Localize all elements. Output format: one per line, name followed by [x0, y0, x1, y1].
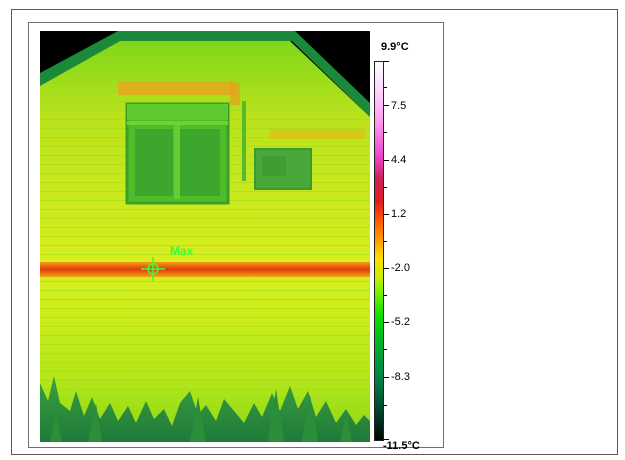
scale-tick: [384, 105, 389, 106]
scale-tick: [384, 87, 387, 88]
thermal-report-frame: Max 9.9°C 7.5 4.4 1.2 -2.0 -5.2 -8.3 -11…: [11, 9, 618, 455]
scale-tick: [384, 405, 387, 406]
scale-tick-label: 4.4: [391, 154, 407, 166]
thermal-image[interactable]: [40, 31, 370, 442]
scale-min-label: -11.5°C: [383, 440, 420, 452]
scale-tick-label: -8.3: [391, 371, 410, 383]
max-marker-crosshair-icon[interactable]: [141, 257, 165, 281]
scale-tick-label: 1.2: [391, 208, 407, 220]
scale-tick: [384, 439, 389, 440]
max-marker-label: Max: [170, 244, 194, 258]
scale-tick: [384, 187, 387, 188]
scale-tick: [384, 160, 389, 161]
scale-tick: [384, 349, 387, 350]
temperature-colorbar: [374, 61, 384, 441]
scale-tick-label: -2.0: [391, 262, 410, 274]
thermal-viewer: Max 9.9°C 7.5 4.4 1.2 -2.0 -5.2 -8.3 -11…: [28, 22, 444, 452]
scale-tick: [384, 61, 389, 62]
scale-tick: [384, 377, 389, 378]
scale-tick: [384, 295, 387, 296]
scale-tick: [384, 322, 389, 323]
scale-tick-label: -5.2: [391, 316, 410, 328]
scale-tick: [384, 214, 389, 215]
scale-tick: [384, 132, 387, 133]
scale-tick-label: 7.5: [391, 100, 407, 112]
scale-max-label: 9.9°C: [381, 41, 409, 53]
scale-tick: [384, 268, 389, 269]
scale-tick: [384, 241, 387, 242]
